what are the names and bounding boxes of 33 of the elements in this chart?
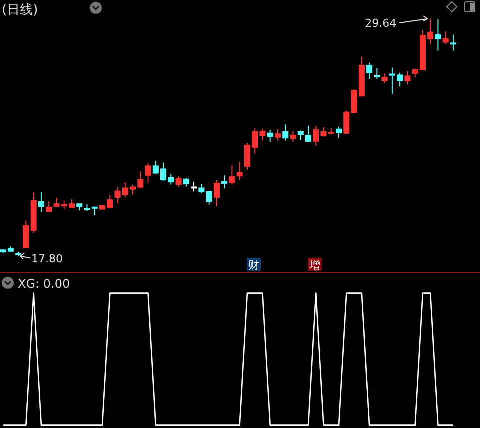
candlestick bbox=[23, 220, 30, 248]
candlestick bbox=[267, 130, 274, 143]
candlestick bbox=[450, 34, 456, 52]
candlestick bbox=[336, 126, 342, 139]
candlestick bbox=[290, 130, 296, 143]
text: 财 bbox=[248, 259, 260, 272]
candlestick bbox=[442, 31, 449, 45]
chart-title: XG: 0.00 bbox=[18, 277, 70, 291]
candlestick bbox=[366, 62, 373, 80]
candlestick bbox=[198, 183, 205, 194]
candlestick bbox=[344, 110, 350, 135]
candlestick bbox=[214, 180, 220, 208]
candlestick bbox=[191, 182, 198, 192]
annotation: 29.64 bbox=[365, 17, 397, 30]
annotation: 17.80 bbox=[32, 252, 64, 266]
candlestick bbox=[374, 68, 380, 80]
candlestick bbox=[382, 73, 388, 84]
candlestick bbox=[236, 162, 243, 181]
candlestick bbox=[206, 191, 212, 206]
candlestick bbox=[176, 176, 182, 188]
candlestick bbox=[229, 164, 236, 186]
candlestick bbox=[145, 163, 152, 184]
text: 增 bbox=[308, 259, 320, 272]
candlestick bbox=[222, 174, 228, 190]
chart-title: (日线) bbox=[2, 3, 38, 18]
candlestick bbox=[54, 197, 60, 208]
candlestick bbox=[404, 70, 411, 86]
candlestick bbox=[274, 128, 281, 142]
candlestick bbox=[282, 124, 289, 142]
candlestick bbox=[435, 18, 442, 52]
candlestick bbox=[46, 200, 52, 212]
candlestick bbox=[38, 191, 44, 212]
candlestick bbox=[313, 126, 320, 146]
